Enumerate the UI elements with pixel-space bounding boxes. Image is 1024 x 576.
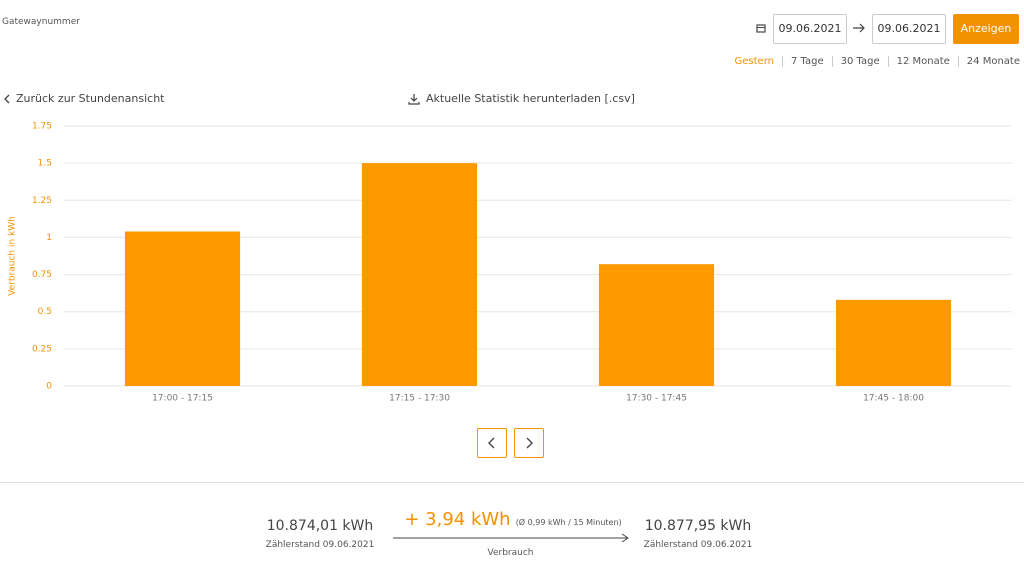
end-label: Zählerstand 09.06.2021 [643,540,753,550]
delta: + 3,94 kWh (Ø 0,99 kWh / 15 Minuten) [393,509,633,530]
bar [124,231,241,386]
x-tick-label: 17:00 - 17:15 [152,394,213,404]
start-label: Zählerstand 09.06.2021 [265,540,375,550]
x-tick-label: 17:15 - 17:30 [389,394,450,404]
x-tick-label: 17:45 - 18:00 [863,394,924,404]
show-button[interactable]: Anzeigen [953,14,1019,44]
next-button[interactable] [514,428,544,458]
bar [835,299,952,386]
download-icon [408,93,420,105]
x-tick-label: 17:30 - 17:45 [626,394,687,404]
start-value: 10.874,01 kWh [266,518,374,534]
previous-button[interactable] [477,428,507,458]
range-option[interactable]: 12 Monate [887,56,958,67]
delta-value: + 3,94 kWh [404,509,511,530]
gateway-label: Gatewaynummer [2,17,80,27]
y-tick-label: 1.75 [32,122,52,132]
y-axis-label: Verbrauch in kWh [8,216,18,296]
separator [0,482,1024,483]
y-tick-label: 1.5 [38,159,52,169]
delta-arrow [393,533,629,543]
bar [598,264,715,386]
back-text: Zurück zur Stundenansicht [16,92,165,105]
calendar-icon [756,24,766,33]
y-tick-label: 0.75 [32,270,52,280]
delta-average: (Ø 0,99 kWh / 15 Minuten) [515,518,622,527]
bar [361,163,478,386]
back-link[interactable]: Zurück zur Stundenansicht [4,92,164,105]
chevron-right [526,437,533,449]
delta-label: Verbrauch [487,548,534,558]
date-to[interactable]: 09.06.2021 [872,14,946,44]
range-option[interactable]: 30 Tage [831,56,888,67]
download-link[interactable]: Aktuelle Statistik herunterladen [.csv] [408,92,635,105]
range-selector: Gestern 7 Tage 30 Tage 12 Monate 24 Mona… [727,56,1020,67]
y-tick-label: 1.25 [32,196,52,206]
date-from[interactable]: 09.06.2021 [773,14,847,44]
y-tick-label: 0.5 [38,307,52,317]
chevron-left [4,94,10,103]
range-option[interactable]: 24 Monate [957,56,1020,67]
chevron-left [488,437,495,449]
y-tick-label: 0 [46,382,52,392]
y-tick-label: 0.25 [32,344,52,354]
chart: Verbrauch in kWh 0 0.25 0.5 0.75 1 1.25 1.5 1.7… [8,122,1012,404]
range-option[interactable]: 7 Tage [781,56,832,67]
download-text: Aktuelle Statistik herunterladen [.csv] [426,92,635,105]
end-value: 10.877,95 kWh [644,518,752,534]
y-tick-label: 1 [46,233,52,243]
arrow-icon [853,23,865,33]
range-option[interactable]: Gestern [734,56,774,67]
